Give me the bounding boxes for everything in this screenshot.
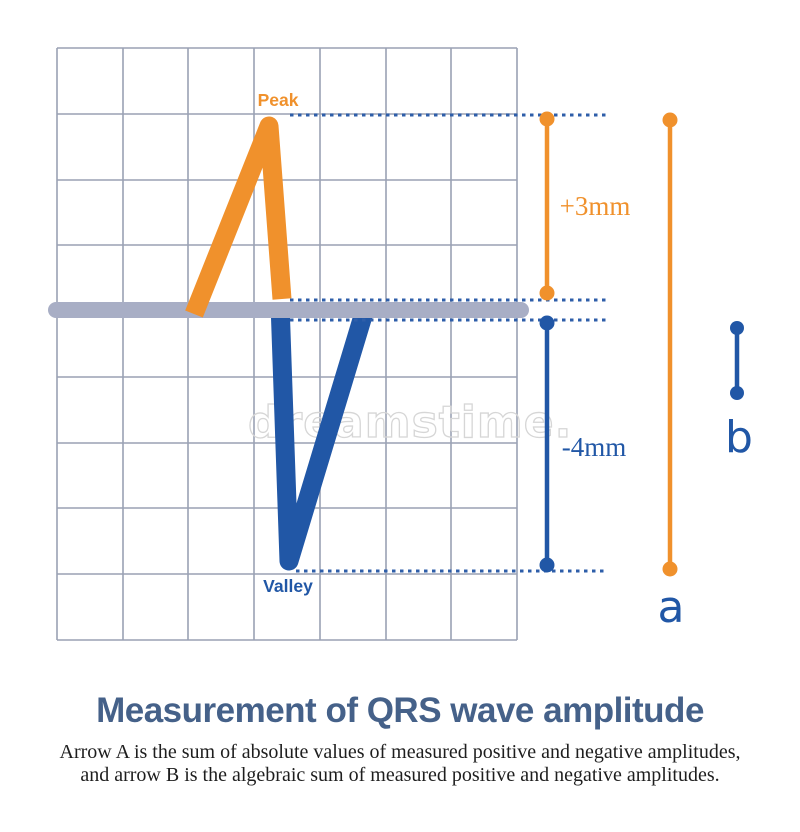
arrow-b-top-dot xyxy=(730,321,744,335)
arrow-b-bottom-dot xyxy=(730,386,744,400)
figure-description-line2: and arrow B is the algebraic sum of meas… xyxy=(80,764,719,786)
valley-label: Valley xyxy=(263,576,313,596)
arrow-b: b xyxy=(725,321,753,463)
positive-measure-top-dot xyxy=(539,111,555,127)
arrow-a-label: a xyxy=(658,582,685,633)
arrow-a: a xyxy=(658,112,685,633)
positive-amplitude-label: +3mm xyxy=(560,191,631,221)
arrow-a-top-dot xyxy=(662,112,678,128)
s-wave xyxy=(270,302,376,571)
arrow-a-bottom-dot xyxy=(662,561,678,577)
positive-amplitude-measure: +3mm xyxy=(539,111,631,301)
r-wave xyxy=(185,116,292,318)
negative-measure-bottom-dot xyxy=(539,557,555,573)
negative-amplitude-label: -4mm xyxy=(562,432,627,462)
figure-title: Measurement of QRS wave amplitude xyxy=(96,691,704,730)
negative-measure-top-dot xyxy=(539,315,555,331)
arrow-b-label: b xyxy=(725,412,753,463)
peak-label: Peak xyxy=(258,90,299,110)
watermark-text: dreamstime. xyxy=(248,397,572,448)
figure-description-line1: Arrow A is the sum of absolute values of… xyxy=(60,741,741,763)
negative-amplitude-measure: -4mm xyxy=(539,315,627,573)
positive-measure-bottom-dot xyxy=(539,285,555,301)
